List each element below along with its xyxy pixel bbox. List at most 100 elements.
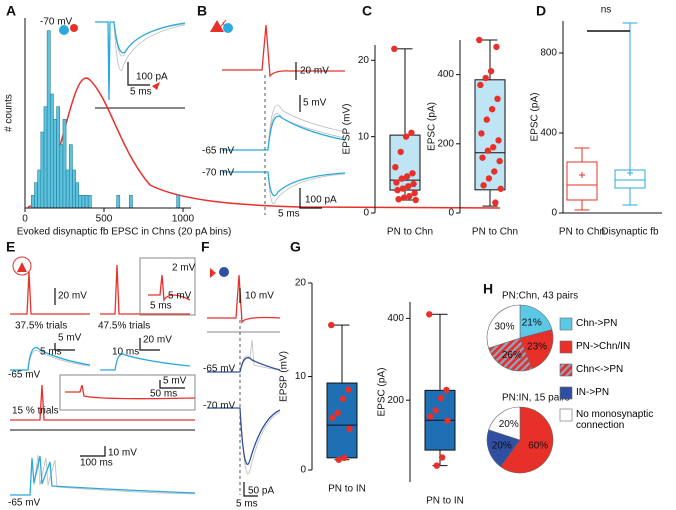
data-point — [335, 456, 342, 463]
data-point — [497, 185, 504, 192]
data-point — [483, 116, 490, 123]
data-point — [444, 417, 451, 424]
y-axis-label: # counts — [4, 94, 15, 132]
slice-label: 30% — [495, 321, 515, 332]
data-point — [412, 196, 419, 204]
data-point — [398, 175, 405, 182]
legend-swatch — [559, 317, 573, 331]
x-tick-label: 500 — [96, 214, 113, 225]
data-point — [399, 185, 407, 192]
annotation: 20 mV — [300, 66, 329, 77]
hist-bar — [65, 169, 70, 209]
x-tick-label: 0 — [22, 214, 28, 225]
hist-bar — [128, 195, 133, 209]
x-tick-label: Disynaptic fb — [601, 227, 659, 238]
pie-slice — [486, 429, 521, 468]
data-point — [402, 133, 410, 140]
legend-swatch — [559, 408, 573, 422]
data-point — [409, 170, 416, 177]
data-point — [397, 148, 404, 156]
data-point — [392, 163, 399, 171]
data-point — [433, 462, 440, 469]
annotation: 100 ms — [80, 458, 113, 469]
legend-entry: PN->Chn/IN — [576, 341, 630, 352]
data-point — [339, 395, 347, 403]
legend: Chn->PN PN->Chn/IN Chn<->PN IN->PN No monosy… — [559, 317, 653, 431]
legend-swatch — [559, 363, 573, 377]
hist-bar — [53, 119, 57, 209]
hist-bar — [75, 182, 80, 209]
pie-slice — [519, 329, 554, 370]
data-point — [437, 394, 445, 402]
panel-letter: A — [6, 3, 16, 19]
pie-title: PN:Chn, 43 pairs — [502, 291, 578, 302]
annotation: 5 ms — [236, 499, 258, 510]
annotation: -70 mV — [202, 168, 235, 179]
annotation: 100 pA — [136, 72, 168, 83]
pie-slice — [519, 304, 553, 339]
annotation: 5 mV — [168, 291, 192, 302]
slice-label: 60% — [528, 441, 548, 452]
data-point — [400, 194, 408, 201]
slice-label: 26% — [502, 350, 522, 361]
x-tick-label: 1000 — [172, 214, 195, 225]
data-point — [476, 36, 483, 44]
data-point — [405, 183, 412, 190]
annotation: 5 ms — [150, 301, 172, 312]
f-traces: 10 mV -65 mV -70 mV 50 pA 5 ms — [203, 267, 281, 510]
slice-label: 23% — [527, 341, 547, 352]
x-axis-label: Evoked disynaptic fb EPSC in Chns (20 pA… — [17, 227, 232, 238]
annotation: 10 mV — [245, 291, 274, 302]
y-tick-label: 200 — [437, 138, 454, 149]
hist-bar — [84, 195, 89, 209]
pie-slice — [488, 406, 521, 441]
data-point — [391, 45, 398, 53]
data-point — [493, 43, 500, 51]
pie-slice — [488, 337, 533, 372]
data-point — [487, 67, 495, 75]
data-point — [411, 189, 418, 197]
hist-bar — [116, 195, 121, 209]
hist-bar — [43, 106, 48, 209]
hist-bar — [87, 195, 92, 209]
hist-bar — [46, 30, 51, 209]
hist-bar — [62, 119, 67, 209]
panel-letter: E — [6, 239, 15, 255]
data-point — [491, 168, 498, 175]
annotation: 50 pA — [248, 486, 274, 497]
data-point — [492, 199, 499, 206]
y-tick-label: 20 — [295, 278, 307, 289]
a-inset: -70 mV 100 pA 5 ms — [40, 17, 186, 109]
panel-letter: G — [290, 239, 301, 255]
legend-label: Chn<->PN — [576, 364, 624, 375]
hist-bar — [31, 195, 35, 209]
data-point — [485, 175, 493, 182]
annotation: 10 ms — [112, 347, 139, 358]
slice-label: 20% — [499, 419, 519, 430]
legend-entry: No monosynaptic connection — [576, 409, 653, 431]
annotation: -65 mV — [8, 370, 41, 381]
hist-bar — [56, 106, 61, 209]
hist-bar — [37, 169, 42, 209]
hist-bar — [40, 131, 45, 209]
y-tick-label: 10 — [295, 371, 307, 382]
annotation: 5 mV — [58, 333, 82, 344]
y-tick-label: 400 — [387, 313, 404, 324]
data-point — [426, 311, 433, 318]
y-tick-label: 800 — [540, 48, 557, 59]
legend-label: IN->PN — [576, 387, 610, 398]
annotation: 37.5% trials — [15, 321, 67, 332]
panel-letter: F — [201, 239, 210, 255]
b-traces: 20 mV 5 mV -65 mV -70 mV 100 pA 5 ms — [202, 19, 346, 220]
legend-entry: IN->PN — [576, 387, 610, 398]
y-axis-label: EPSC (pA) — [427, 102, 438, 151]
x-tick-label: PN to IN — [328, 484, 366, 495]
data-point — [479, 154, 486, 161]
data-point — [478, 130, 485, 137]
data-point — [334, 409, 341, 417]
annotation: -65 mV — [8, 498, 41, 509]
pie-title: PN:IN, 15 pairs — [502, 393, 570, 404]
y-axis-label: EPSC (pA) — [530, 93, 541, 142]
mean — [627, 170, 633, 176]
